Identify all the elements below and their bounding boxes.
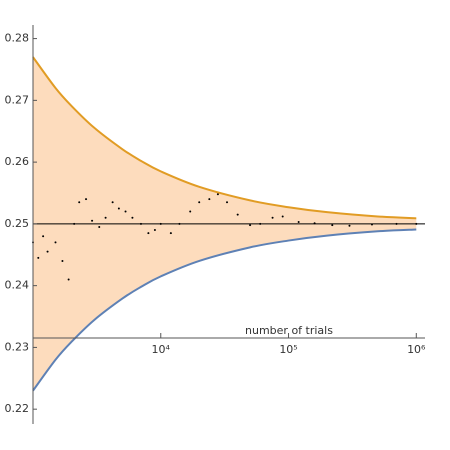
trial-point: [98, 225, 101, 228]
trial-point: [61, 259, 64, 262]
trial-point: [37, 256, 40, 259]
trial-point: [42, 235, 45, 238]
trial-point: [281, 215, 284, 218]
trial-point: [153, 229, 156, 232]
trial-point: [73, 222, 76, 225]
trial-point: [91, 219, 94, 222]
x-tick-label: 10⁶: [407, 343, 426, 356]
trial-point: [370, 223, 373, 226]
y-tick-label: 0.27: [5, 93, 30, 106]
trial-point: [348, 224, 351, 227]
trial-point: [117, 207, 120, 210]
lower-bound: [32, 228, 417, 392]
trial-point: [297, 221, 300, 224]
y-tick-label: 0.26: [5, 155, 30, 168]
trial-point: [415, 222, 418, 225]
y-tick-label: 0.24: [5, 279, 30, 292]
x-tick-label: 10⁵: [279, 343, 297, 356]
y-tick-label: 0.28: [5, 32, 30, 45]
trial-point: [104, 216, 107, 219]
trial-point: [395, 222, 398, 225]
trial-point: [159, 222, 162, 225]
trial-point: [111, 201, 114, 204]
trial-point: [198, 201, 201, 204]
trial-point: [259, 222, 262, 225]
trial-point: [236, 213, 239, 216]
x-axis-label: number of trials: [245, 324, 333, 337]
trial-point: [208, 198, 211, 201]
y-tick-label: 0.25: [5, 217, 30, 230]
upper-bound: [32, 56, 417, 220]
trial-point: [216, 193, 219, 196]
trial-point: [67, 278, 70, 281]
trial-point: [331, 224, 334, 227]
trial-point: [313, 222, 316, 225]
trial-point: [124, 210, 127, 213]
trial-point: [189, 210, 192, 213]
x-tick-label: 10⁴: [152, 343, 171, 356]
y-tick-label: 0.23: [5, 340, 30, 353]
trial-point: [85, 198, 88, 201]
y-tick-label: 0.22: [5, 402, 30, 415]
trial-point: [249, 224, 252, 227]
trial-point: [54, 241, 57, 244]
trial-point: [78, 201, 81, 204]
trial-point: [46, 250, 49, 253]
trial-point: [147, 232, 150, 235]
trial-point: [178, 222, 181, 225]
trial-point: [226, 201, 229, 204]
trial-point: [169, 232, 172, 235]
trial-point: [271, 216, 274, 219]
trial-point: [131, 216, 134, 219]
trial-point: [139, 222, 142, 225]
